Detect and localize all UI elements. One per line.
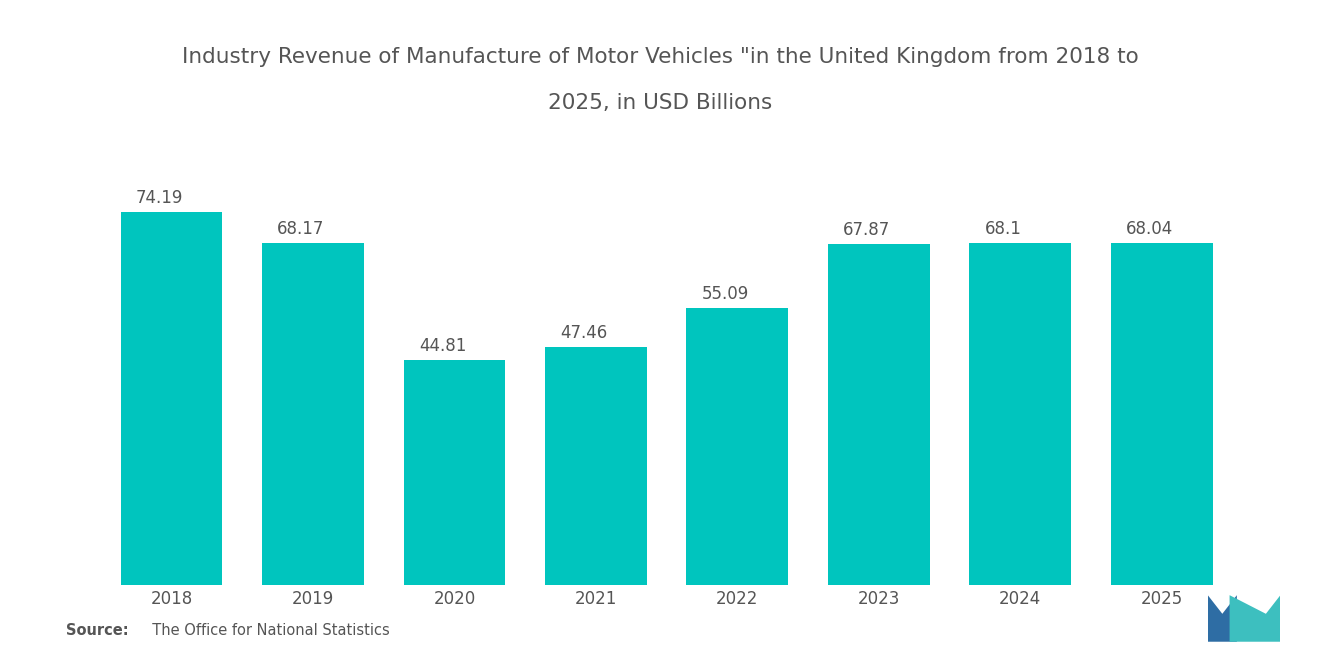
Bar — [404, 360, 506, 585]
Text: Industry Revenue of Manufacture of Motor Vehicles "in the United Kingdom from 20: Industry Revenue of Manufacture of Motor… — [182, 47, 1138, 66]
Text: The Office for National Statistics: The Office for National Statistics — [143, 623, 389, 638]
Text: 2025, in USD Billions: 2025, in USD Billions — [548, 93, 772, 113]
Text: 55.09: 55.09 — [702, 285, 748, 303]
Text: 44.81: 44.81 — [418, 337, 466, 355]
Bar — [1110, 243, 1213, 585]
Text: 68.17: 68.17 — [277, 219, 325, 237]
Bar — [686, 309, 788, 585]
Text: 68.04: 68.04 — [1126, 220, 1173, 238]
Text: Source:: Source: — [66, 623, 128, 638]
Polygon shape — [1230, 595, 1280, 642]
Bar — [828, 244, 929, 585]
Polygon shape — [1208, 595, 1237, 642]
Bar — [263, 243, 364, 585]
Bar — [545, 346, 647, 585]
Text: 68.1: 68.1 — [985, 220, 1022, 238]
Bar — [120, 212, 223, 585]
Text: 74.19: 74.19 — [136, 190, 183, 207]
Bar — [969, 243, 1071, 585]
Text: 47.46: 47.46 — [560, 324, 607, 342]
Text: 67.87: 67.87 — [843, 221, 891, 239]
